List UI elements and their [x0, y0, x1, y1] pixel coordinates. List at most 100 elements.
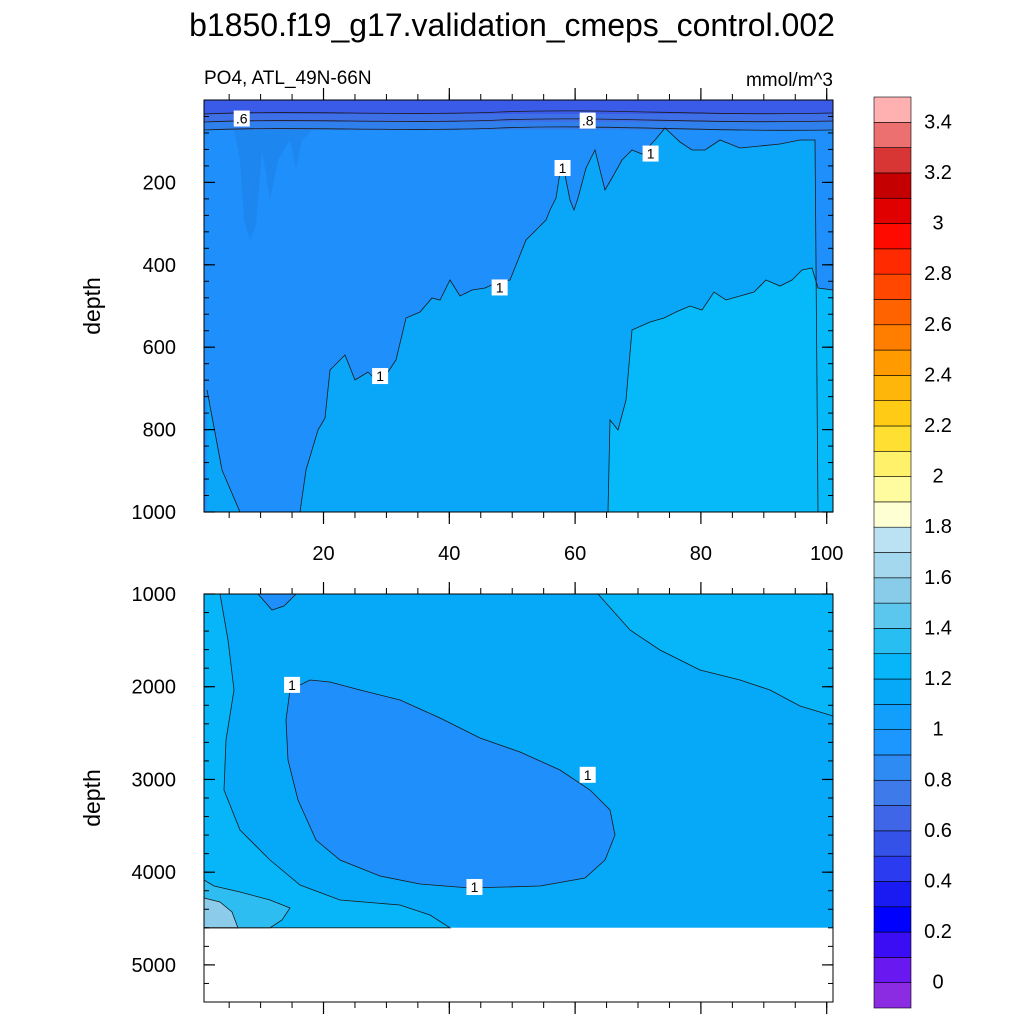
lower-x-ticks — [228, 582, 828, 1014]
y-tick-label: 4000 — [132, 862, 177, 884]
y-tick-label: 200 — [143, 172, 176, 194]
contour-label: 1 — [372, 368, 389, 385]
contour-line — [203, 593, 452, 929]
colorbar-swatch — [873, 172, 912, 199]
x-tick-label: 100 — [810, 543, 843, 565]
colorbar-swatch — [873, 476, 912, 503]
contour-line — [607, 267, 834, 513]
colorbar-label: 1 — [932, 719, 943, 741]
fill-band-1.1-1.2 — [608, 268, 833, 512]
lower-contour-labels: 1 1 1 — [284, 676, 596, 896]
fill-band-0.6-0.7 — [204, 114, 833, 122]
upper-contour-lines — [203, 110, 834, 513]
missing-data-region — [204, 927, 833, 1002]
colorbar-label: 2.4 — [924, 364, 952, 386]
lower-y-axis-label: depth — [79, 769, 105, 827]
upper-plot-frame — [203, 99, 834, 513]
upper-contour-fills — [204, 100, 833, 512]
colorbar-swatch — [873, 957, 912, 983]
svg-text:1: 1 — [376, 368, 384, 384]
svg-text:1: 1 — [471, 879, 479, 895]
colorbar-swatch — [873, 628, 912, 655]
colorbar-label: 0.8 — [924, 769, 952, 791]
y-tick-label: 600 — [143, 337, 176, 359]
y-tick-label: 1000 — [132, 502, 177, 524]
fill-band-1.1-1.2-east — [598, 594, 833, 716]
contour-label: 1 — [554, 159, 571, 176]
chart-title: b1850.f19_g17.validation_cmeps_control.0… — [189, 7, 835, 43]
colorbar-label: 0.2 — [924, 921, 952, 943]
colorbar-swatch — [873, 678, 912, 705]
y-tick-label: 800 — [143, 420, 176, 442]
colorbar-label: 1.6 — [924, 567, 952, 589]
lower-y-ticks: 1000 2000 3000 4000 5000 — [132, 584, 833, 1003]
fill-band-0.9-1.0-top — [258, 594, 296, 610]
variable-region-label: PO4, ATL_49N-66N — [204, 68, 372, 89]
colorbar-swatch — [873, 602, 912, 629]
colorbar-swatch — [873, 400, 912, 427]
fill-band-1.0-1.1-west — [207, 390, 240, 512]
colorbar-swatch — [873, 349, 912, 376]
contour-line — [203, 126, 834, 131]
colorbar-swatch — [873, 830, 912, 857]
colorbar-swatch — [873, 248, 912, 275]
upper-y-axis-label: depth — [79, 277, 105, 335]
colorbar-label: 2.8 — [924, 263, 952, 285]
colorbar-swatch — [873, 450, 912, 477]
colorbar-swatch — [873, 501, 912, 528]
upper-x-ticks: 20 40 60 80 100 — [228, 88, 843, 565]
colorbar-swatch — [873, 375, 912, 401]
contour-line — [206, 389, 241, 513]
svg-text:.8: .8 — [582, 113, 594, 129]
svg-text:1: 1 — [584, 767, 592, 783]
contour-label: .8 — [579, 112, 596, 129]
colorbar-label: 3.4 — [924, 111, 952, 133]
contour-label: 1 — [579, 766, 596, 783]
svg-text:1: 1 — [496, 279, 504, 295]
fill-band-1.4-1.5 — [204, 898, 238, 928]
x-tick-label: 20 — [312, 543, 334, 565]
colorbar-swatch — [873, 552, 912, 579]
colorbar-label: 0 — [932, 972, 943, 994]
contour-label: .6 — [233, 110, 250, 127]
contour-label: 1 — [491, 279, 508, 296]
contour-line — [203, 110, 834, 115]
lower-contour-fills — [204, 594, 833, 1002]
colorbar-label: 2.2 — [924, 415, 952, 437]
colorbar-swatch — [873, 855, 912, 882]
svg-text:1: 1 — [647, 146, 655, 162]
fill-band-0.8-0.9-dark — [212, 118, 312, 240]
fill-band-0.9-1.0 — [286, 680, 615, 888]
colorbar-swatch — [873, 881, 912, 908]
colorbar-swatch — [873, 273, 912, 300]
colorbar-swatch — [873, 805, 912, 832]
colorbar-swatch — [873, 931, 912, 958]
y-tick-label: 3000 — [132, 769, 177, 791]
colorbar-swatch — [873, 197, 912, 224]
upper-y-ticks: 200 400 600 800 1000 — [132, 99, 833, 524]
colorbar-label: 2 — [932, 466, 943, 488]
x-tick-label: 80 — [690, 543, 712, 565]
colorbar-swatch — [873, 982, 912, 1009]
colorbar-swatch — [873, 729, 912, 756]
colorbar-swatch — [873, 425, 912, 452]
colorbar-label: 2.6 — [924, 314, 952, 336]
colorbar-swatch — [873, 653, 912, 680]
y-tick-label: 400 — [143, 255, 176, 277]
colorbar-swatch — [873, 779, 912, 806]
colorbar-swatch — [873, 526, 912, 553]
colorbar-swatch — [873, 704, 912, 730]
fill-band-0.7-0.8 — [204, 122, 833, 130]
y-tick-label: 5000 — [132, 955, 177, 977]
contour-label: 1 — [642, 145, 659, 162]
colorbar-swatch — [873, 324, 912, 351]
colorbar-label: 3.2 — [924, 162, 952, 184]
y-tick-label: 1000 — [132, 584, 177, 606]
colorbar-label: 3 — [932, 213, 943, 235]
contour-line — [203, 118, 834, 123]
colorbar-swatch — [873, 122, 912, 148]
colorbar-label: 0.6 — [924, 820, 952, 842]
colorbar-swatch — [873, 906, 912, 933]
svg-text:1: 1 — [288, 677, 296, 693]
